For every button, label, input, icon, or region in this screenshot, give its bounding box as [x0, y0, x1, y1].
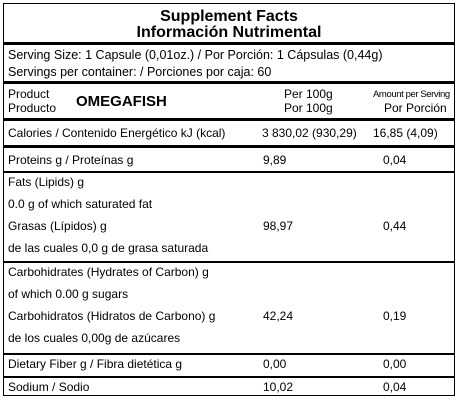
- rule: [4, 353, 454, 355]
- col-per-serving: Por Porción: [384, 101, 447, 115]
- col-product: Product: [8, 87, 50, 101]
- title: Supplement Facts: [160, 8, 298, 25]
- per-serving-value: 0,19: [383, 309, 407, 323]
- rule: [4, 261, 454, 263]
- rule: [4, 171, 454, 173]
- per-serving-value: 0,04: [383, 153, 407, 167]
- col-per100: Per 100g: [284, 87, 333, 101]
- subtitle: Información Nutrimental: [136, 24, 322, 41]
- per100-value: 98,97: [263, 219, 294, 233]
- per-serving-value: 0,04: [383, 380, 407, 394]
- row-label: Dietary Fiber g / Fibra dietética g: [8, 357, 183, 371]
- per-serving-value: 0,44: [383, 219, 407, 233]
- row-label: Fats (Lipids) g: [8, 175, 85, 189]
- product-name: OMEGAFISH: [76, 93, 167, 110]
- per100-value: 0,00: [263, 357, 287, 371]
- col-per100: Por 100g: [284, 101, 333, 115]
- servings-per-container: Servings per container: / Porciones por …: [8, 65, 272, 79]
- rule: [4, 42, 454, 45]
- row-label: Calories / Contenido Energético kJ (kcal…: [8, 126, 226, 140]
- col-product: Producto: [8, 101, 57, 115]
- row-label: de los cuales 0,00g de azúcares: [8, 331, 181, 345]
- row-label: Proteins g / Proteínas g: [8, 153, 134, 167]
- per-serving-value: 0,00: [383, 357, 407, 371]
- row-label: Carbohidratos (Hidratos de Carbono) g: [8, 309, 216, 323]
- row-label: de las cuales 0,0 g de grasa saturada: [8, 241, 209, 255]
- rule: [4, 81, 454, 84]
- per100-value: 42,24: [263, 309, 294, 323]
- row-label: 0.0 g of which saturated fat: [8, 197, 153, 211]
- serving-size: Serving Size: 1 Capsule (0,01oz.) / Por …: [8, 48, 383, 62]
- rule: [4, 376, 454, 378]
- row-label: Carbohidrates (Hydrates of Carbon) g: [8, 265, 209, 279]
- row-label: of which 0.00 g sugars: [8, 287, 129, 301]
- row-label: Sodium / Sodio: [8, 380, 90, 394]
- per100-value: 9,89: [263, 153, 287, 167]
- rule: [4, 145, 454, 148]
- rule: [4, 118, 454, 121]
- per-serving-value: 16,85 (4,09): [373, 126, 438, 140]
- row-label: Grasas (Lípidos) g: [8, 219, 107, 233]
- per100-value: 3 830,02 (930,29): [262, 126, 357, 140]
- col-per-serving: Amount per Serving: [373, 89, 450, 100]
- per100-value: 10,02: [263, 380, 294, 394]
- facts-label: Supplement Facts Información Nutrimental…: [3, 3, 455, 396]
